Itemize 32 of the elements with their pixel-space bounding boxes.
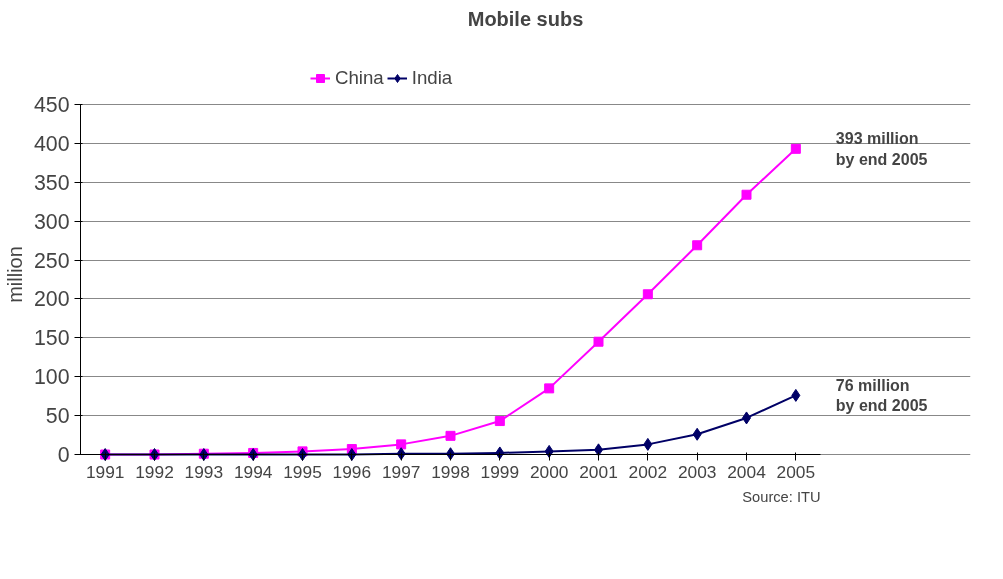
y-tick-label: 450 bbox=[33, 93, 70, 117]
x-tick-label: 2004 bbox=[727, 461, 767, 482]
y-tick-label: 100 bbox=[33, 365, 70, 390]
y-tick-label: 250 bbox=[33, 248, 70, 273]
x-tick-label: 2002 bbox=[628, 461, 668, 482]
y-tick-label: 150 bbox=[33, 326, 70, 351]
y-tick-label: 300 bbox=[33, 209, 70, 234]
x-tick-label: 1996 bbox=[332, 461, 372, 482]
y-tick-label: 350 bbox=[33, 170, 70, 195]
chart-title: Mobile subs bbox=[467, 7, 584, 30]
y-tick-label: 200 bbox=[33, 287, 70, 312]
x-tick-label: 2003 bbox=[677, 461, 717, 482]
x-tick-label: 1997 bbox=[381, 461, 421, 482]
y-tick-label: 50 bbox=[45, 404, 70, 429]
x-tick-label: 2001 bbox=[579, 461, 618, 482]
x-tick-label: 2000 bbox=[529, 461, 569, 482]
source-note: Source: ITU bbox=[742, 488, 821, 505]
legend-label: India bbox=[411, 67, 453, 89]
x-tick-label: 1993 bbox=[184, 461, 224, 482]
y-axis-title: million bbox=[3, 246, 26, 303]
x-tick-label: 1991 bbox=[85, 461, 125, 482]
x-tick-label: 1998 bbox=[431, 461, 470, 482]
x-tick-label: 1992 bbox=[135, 461, 174, 482]
x-tick-label: 1999 bbox=[480, 461, 520, 482]
y-tick-label: 400 bbox=[33, 131, 70, 156]
x-tick-label: 1995 bbox=[283, 461, 322, 482]
x-tick-label: 2005 bbox=[776, 461, 816, 482]
annotation: 393 million by end 2005 bbox=[835, 130, 928, 168]
x-tick-label: 1994 bbox=[233, 461, 273, 482]
annotation: 76 million by end 2005 bbox=[835, 376, 928, 415]
legend-label: China bbox=[335, 67, 384, 89]
y-tick-label: 0 bbox=[57, 443, 70, 467]
